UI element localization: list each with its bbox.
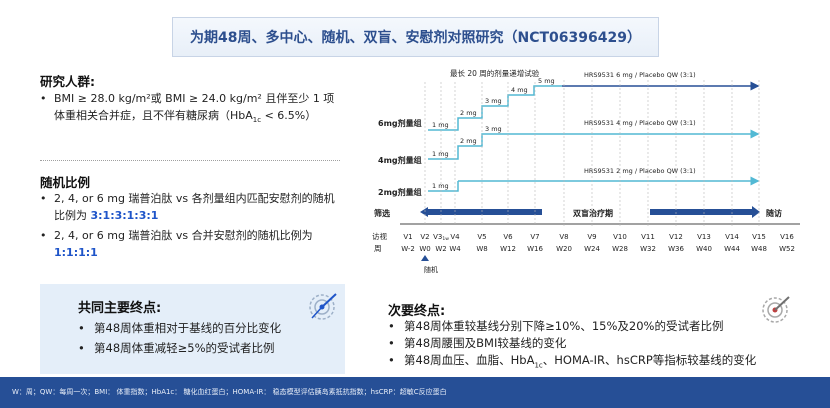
step-label: 2 mg: [460, 109, 477, 117]
primary-item: 第48周体重相对于基线的百分比变化: [78, 318, 340, 338]
week-tick-label: W4: [449, 245, 461, 253]
visit-tick-label: V4: [450, 233, 460, 241]
group-label-6mg: 6mg剂量组: [378, 118, 422, 128]
titration-steps-6mg: [428, 85, 562, 131]
visit-tick-label: V9: [587, 233, 596, 241]
visit-tick-label: V6: [503, 233, 513, 241]
week-tick-label: W40: [696, 245, 712, 253]
titration-steps-4mg: [428, 133, 508, 160]
visit-tick-label: V12: [669, 233, 683, 241]
visit-tick-label: V2: [420, 233, 429, 241]
secondary-item: 第48周血压、血脂、HbA1c、HOMA-IR、hsCRP等指标较基线的变化: [388, 352, 808, 374]
week-tick-label: W32: [640, 245, 656, 253]
randomization-marker: [421, 255, 429, 261]
secondary-list: 第48周体重较基线分别下降≥10%、15%及20%的受试者比例 第48周腰围及B…: [388, 318, 808, 374]
page-title: 为期48周、多中心、随机、双盲、安慰剂对照研究（NCT06396429）: [172, 17, 659, 57]
step-label: 1 mg: [432, 150, 449, 158]
visit-tick-label: V10: [613, 233, 627, 241]
visit-tick-label: V1: [403, 233, 412, 241]
step-label: 1 mg: [432, 182, 449, 190]
arm-label-4mg: HRS9531 4 mg / Placebo QW (3:1): [584, 119, 696, 127]
phase-arrow-left: [420, 207, 428, 217]
population-item: BMI ≥ 28.0 kg/m²或 BMI ≥ 24.0 kg/m² 且伴至少 …: [40, 91, 340, 128]
randomization-heading: 随机比例: [40, 175, 91, 190]
secondary-item: 第48周体重较基线分别下降≥10%、15%及20%的受试者比例: [388, 318, 808, 335]
random-label: 随机: [424, 265, 438, 274]
phase-bar-left: [426, 209, 542, 215]
week-tick-label: W-2: [401, 245, 415, 253]
phase-bar-right: [650, 209, 752, 215]
group-label-2mg: 2mg剂量组: [378, 187, 422, 197]
week-tick-label: W8: [476, 245, 487, 253]
week-tick-label: W52: [779, 245, 795, 253]
primary-item: 第48周体重减轻≥5%的受试者比例: [78, 338, 340, 358]
population-list: BMI ≥ 28.0 kg/m²或 BMI ≥ 24.0 kg/m² 且伴至少 …: [40, 91, 340, 132]
week-tick-label: W44: [724, 245, 740, 253]
visit-tick-label: V8: [559, 233, 568, 241]
week-tick-label: W12: [500, 245, 516, 253]
secondary-title: 次要终点:: [388, 304, 446, 319]
week-label: 周: [374, 244, 382, 253]
week-tick-label: W48: [751, 245, 767, 253]
visit-tick-label: V11: [641, 233, 655, 241]
visit-tick-label: V31w: [433, 233, 449, 242]
step-label: 2 mg: [460, 137, 477, 145]
phase-treat-label: 双盲治疗期: [573, 208, 613, 218]
primary-list: 第48周体重相对于基线的百分比变化 第48周体重减轻≥5%的受试者比例: [78, 318, 340, 358]
visit-tick-label: V7: [530, 233, 539, 241]
step-label: 1 mg: [432, 121, 449, 129]
week-tick-label: W24: [584, 245, 600, 253]
visit-tick-label: V13: [697, 233, 711, 241]
titration-steps-2mg: [428, 181, 459, 192]
visit-tick-label: V16: [780, 233, 794, 241]
step-label: 3 mg: [485, 97, 502, 105]
visit-label: 访视: [372, 231, 387, 241]
arm-label-2mg: HRS9531 2 mg / Placebo QW (3:1): [584, 167, 696, 175]
phase-arrow-right: [752, 206, 760, 218]
secondary-item: 第48周腰围及BMI较基线的变化: [388, 335, 808, 352]
visit-tick-label: V15: [752, 233, 766, 241]
arm-label-6mg: HRS9531 6 mg / Placebo QW (3:1): [584, 71, 696, 79]
step-label: 5 mg: [538, 77, 555, 85]
visit-tick-label: V14: [725, 233, 739, 241]
randomization-item: 2, 4, or 6 mg 瑞普泊肽 vs 各剂量组内匹配安慰剂的随机比例为 3…: [40, 191, 340, 224]
randomization-item: 2, 4, or 6 mg 瑞普泊肽 vs 合并安慰剂的随机比例为 1:1:1:…: [40, 228, 340, 261]
divider: [40, 160, 340, 161]
step-label: 4 mg: [511, 86, 528, 94]
group-label-4mg: 4mg剂量组: [378, 155, 422, 165]
week-tick-label: W20: [556, 245, 572, 253]
primary-title: 共同主要终点:: [78, 301, 162, 316]
population-heading: 研究人群:: [40, 74, 95, 89]
visit-tick-label: V5: [477, 233, 486, 241]
week-tick-label: W16: [527, 245, 543, 253]
target-icon: [309, 293, 337, 320]
phase-screen-label: 筛选: [374, 208, 390, 218]
footer: W：周；QW：每周一次；BMI： 体重指数；HbA1c： 糖化血红蛋白；HOMA…: [0, 377, 830, 408]
phase-follow-label: 随访: [766, 208, 782, 218]
week-tick-label: W28: [612, 245, 628, 253]
titration-label: 最长 20 周的剂量递增试验: [450, 68, 540, 78]
target-icon: [762, 296, 790, 323]
step-label: 3 mg: [485, 125, 502, 133]
randomization-list: 2, 4, or 6 mg 瑞普泊肽 vs 各剂量组内匹配安慰剂的随机比例为 3…: [40, 191, 340, 265]
week-tick-label: W2: [435, 245, 446, 253]
week-tick-label: W0: [419, 245, 430, 253]
study-design-diagram: 最长 20 周的剂量递增试验 6mg剂量组 1 mg 2 mg 3 mg 4 m…: [372, 68, 800, 274]
week-tick-label: W36: [668, 245, 684, 253]
